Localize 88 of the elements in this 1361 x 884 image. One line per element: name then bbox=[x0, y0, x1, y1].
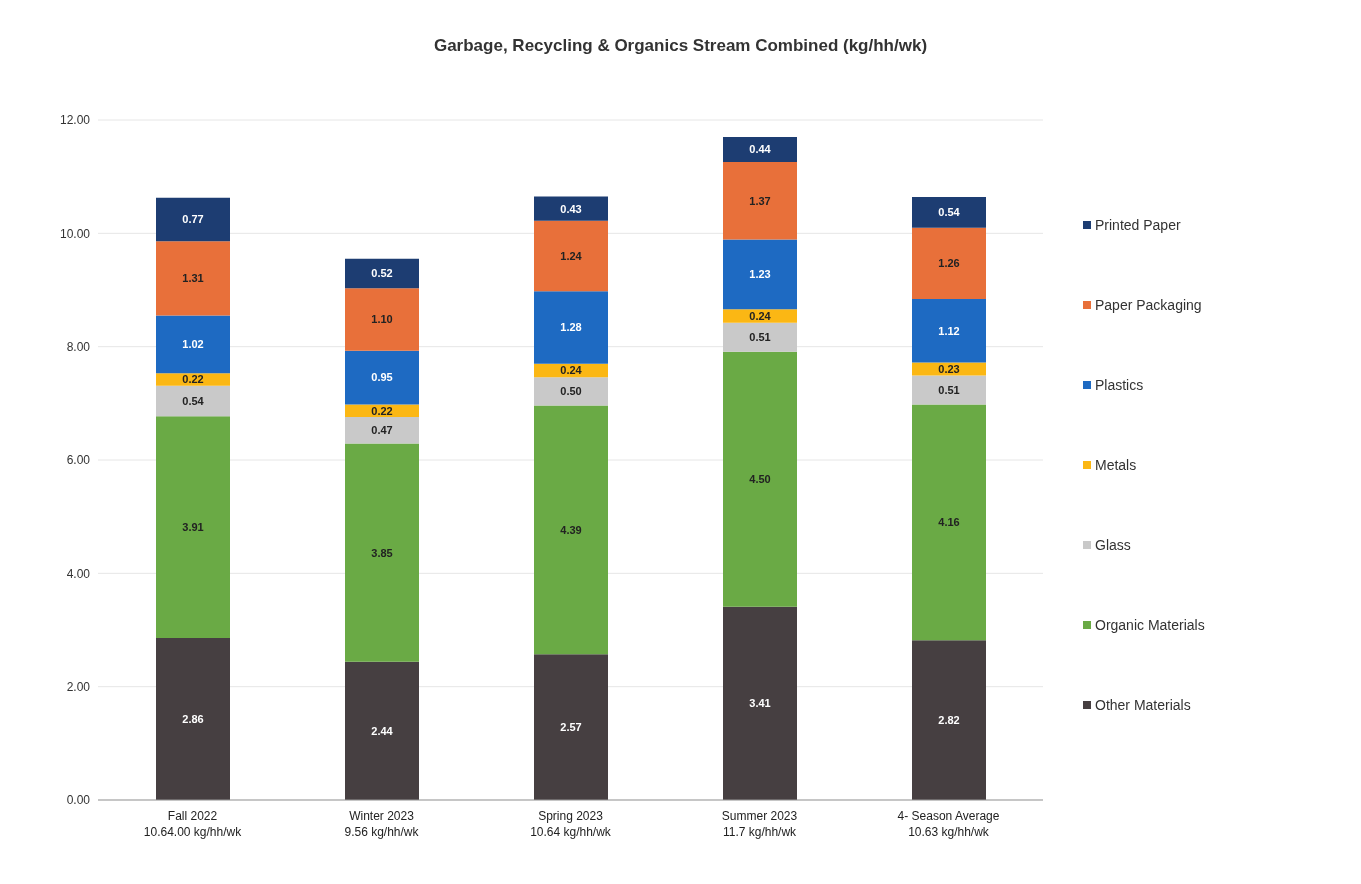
data-label: 0.54 bbox=[182, 394, 205, 407]
data-label: 0.22 bbox=[371, 404, 393, 417]
data-label: 1.02 bbox=[182, 338, 204, 351]
data-label: 1.10 bbox=[371, 313, 393, 326]
data-label: 0.52 bbox=[371, 267, 393, 280]
legend-label: Glass bbox=[1095, 537, 1131, 553]
data-label: 4.50 bbox=[749, 473, 771, 486]
data-label: 2.44 bbox=[371, 724, 394, 737]
data-label: 0.43 bbox=[560, 202, 582, 215]
data-label: 0.22 bbox=[182, 373, 204, 386]
bar bbox=[912, 197, 986, 228]
y-tick-label: 12.00 bbox=[59, 113, 91, 128]
data-label: 1.24 bbox=[560, 249, 583, 262]
bar bbox=[345, 258, 419, 289]
y-tick-label: 2.00 bbox=[66, 679, 91, 694]
bar bbox=[534, 196, 608, 221]
bar bbox=[345, 288, 419, 351]
bar bbox=[723, 322, 797, 352]
bar bbox=[723, 351, 797, 607]
data-label: 1.23 bbox=[749, 268, 771, 281]
data-label: 0.51 bbox=[749, 331, 771, 344]
data-label: 3.41 bbox=[749, 697, 771, 710]
bar bbox=[912, 404, 986, 641]
data-label: 0.54 bbox=[938, 206, 961, 219]
data-label: 0.24 bbox=[560, 364, 583, 377]
bar bbox=[723, 137, 797, 162]
bar bbox=[345, 350, 419, 405]
bar bbox=[156, 637, 230, 800]
data-label: 0.50 bbox=[560, 385, 582, 398]
bar bbox=[534, 405, 608, 655]
data-label: 0.24 bbox=[749, 309, 772, 322]
bar bbox=[156, 416, 230, 638]
data-label: 3.85 bbox=[371, 546, 393, 559]
bar bbox=[345, 404, 419, 417]
y-tick-label: 0.00 bbox=[66, 793, 91, 808]
data-label: 1.26 bbox=[938, 257, 960, 270]
legend-label: Metals bbox=[1095, 457, 1137, 473]
data-label: 1.37 bbox=[749, 194, 771, 207]
data-label: 0.77 bbox=[182, 213, 204, 226]
legend-label: Organic Materials bbox=[1095, 617, 1205, 633]
legend-label: Printed Paper bbox=[1095, 217, 1181, 233]
bar bbox=[534, 654, 608, 800]
bar bbox=[912, 375, 986, 405]
data-label: 0.95 bbox=[371, 371, 393, 384]
data-label: 4.39 bbox=[560, 523, 582, 536]
data-label: 0.23 bbox=[938, 362, 960, 375]
data-label: 4.16 bbox=[938, 516, 960, 529]
data-label: 1.12 bbox=[938, 324, 960, 337]
legend-label: Paper Packaging bbox=[1095, 297, 1202, 313]
data-label: 3.91 bbox=[182, 521, 204, 534]
bar bbox=[345, 661, 419, 800]
bar bbox=[156, 241, 230, 316]
data-label: 1.31 bbox=[182, 272, 204, 285]
bar bbox=[534, 377, 608, 406]
legend-label: Other Materials bbox=[1095, 697, 1191, 713]
x-tick-label: Summer 2023 11.7 kg/hh/wk bbox=[721, 809, 798, 839]
chart-title: Garbage, Recycling & Organics Stream Combined (kg/hh/wk) bbox=[432, 35, 929, 57]
bar bbox=[723, 606, 797, 800]
bar bbox=[912, 227, 986, 300]
bar bbox=[723, 161, 797, 240]
data-label: 2.86 bbox=[182, 712, 204, 725]
bar bbox=[534, 220, 608, 292]
legend-label: Plastics bbox=[1095, 377, 1144, 393]
y-tick-label: 4.00 bbox=[66, 566, 91, 581]
bar bbox=[534, 291, 608, 364]
data-label: 2.57 bbox=[560, 721, 582, 734]
y-tick-label: 6.00 bbox=[66, 453, 91, 468]
x-tick-label: Spring 2023 10.64 kg/hh/wk bbox=[530, 809, 612, 839]
y-tick-label: 10.00 bbox=[59, 226, 91, 241]
bar bbox=[912, 299, 986, 363]
x-tick-label: 4- Season Average 10.63 kg/hh/wk bbox=[897, 809, 1000, 839]
data-label: 1.28 bbox=[560, 321, 582, 334]
bar bbox=[723, 239, 797, 310]
x-tick-label: Fall 2022 10.64.00 kg/hh/wk bbox=[143, 809, 243, 839]
y-tick-label: 8.00 bbox=[66, 339, 91, 354]
bar bbox=[156, 197, 230, 242]
bar bbox=[345, 443, 419, 662]
x-tick-label: Winter 2023 9.56 kg/hh/wk bbox=[344, 809, 420, 839]
bar bbox=[156, 373, 230, 386]
bar bbox=[723, 309, 797, 323]
bar bbox=[156, 385, 230, 417]
data-label: 0.51 bbox=[938, 383, 960, 396]
bar bbox=[345, 416, 419, 444]
bar bbox=[912, 640, 986, 800]
data-label: 0.44 bbox=[749, 143, 772, 156]
data-label: 0.47 bbox=[371, 424, 393, 437]
bar bbox=[156, 315, 230, 374]
data-label: 2.82 bbox=[938, 714, 960, 727]
